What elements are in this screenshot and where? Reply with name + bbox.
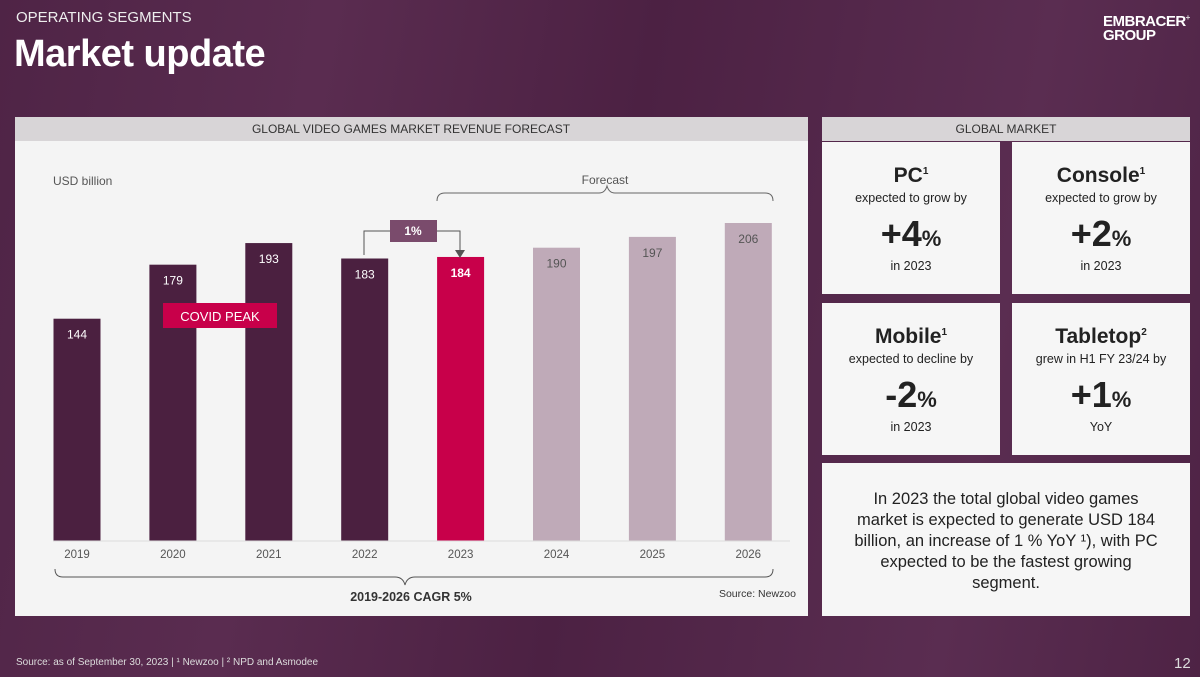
market-card-mobile: Mobile1 expected to decline by -2% in 20… <box>822 303 1000 455</box>
card-footnote: in 2023 <box>890 259 932 273</box>
x-tick-label: 2021 <box>256 549 282 561</box>
card-footnote: YoY <box>1089 420 1113 434</box>
card-value-number: -2 <box>885 374 918 415</box>
bar-2022 <box>341 258 389 541</box>
forecast-label: Forecast <box>582 173 629 187</box>
card-title: Tabletop2 <box>1012 325 1190 349</box>
card-value-unit: % <box>921 226 942 251</box>
summary-text: In 2023 the total global video games mar… <box>822 463 1190 616</box>
global-market-header: GLOBAL MARKET <box>822 117 1190 141</box>
section-label: OPERATING SEGMENTS <box>16 9 192 26</box>
card-value-unit: % <box>1111 226 1132 251</box>
bar-2021 <box>245 243 293 541</box>
chart-panel: GLOBAL VIDEO GAMES MARKET REVENUE FORECA… <box>15 117 808 616</box>
global-market-title: GLOBAL MARKET <box>822 117 1190 141</box>
bar-chart: GLOBAL VIDEO GAMES MARKET REVENUE FORECA… <box>15 117 808 604</box>
cagr-label: 2019-2026 CAGR 5% <box>350 590 472 604</box>
market-card-console: Console1 expected to grow by +2% in 2023 <box>1012 142 1190 294</box>
card-segment: Mobile <box>874 325 942 348</box>
page-number: 12 <box>1174 655 1191 672</box>
bar-value-label: 206 <box>738 232 758 246</box>
bar-value-label: 190 <box>546 257 566 271</box>
chart-title: GLOBAL VIDEO GAMES MARKET REVENUE FORECA… <box>252 122 571 136</box>
card-subtitle: expected to grow by <box>1045 191 1157 205</box>
bar-2024 <box>533 247 580 541</box>
card-subtitle: grew in H1 FY 23/24 by <box>1035 352 1167 366</box>
card-footnote: in 2023 <box>890 420 932 434</box>
bar-2026 <box>724 223 772 541</box>
footnote-ref: 1 <box>922 166 929 177</box>
market-card-tabletop: Tabletop2 grew in H1 FY 23/24 by +1% YoY <box>1012 303 1190 455</box>
growth-badge-text: 1% <box>404 224 422 238</box>
x-tick-label: 2024 <box>544 549 570 561</box>
card-value-number: +2 <box>1070 213 1112 254</box>
x-tick-label: 2019 <box>64 549 90 561</box>
y-axis-label: USD billion <box>53 174 112 188</box>
bar-2023 <box>437 256 485 541</box>
card-segment: Tabletop <box>1055 325 1142 348</box>
market-card-pc: PC1 expected to grow by +4% in 2023 <box>822 142 1000 294</box>
bar-value-label: 197 <box>642 246 662 260</box>
bar-value-label: 183 <box>355 268 375 282</box>
covid-peak-text: COVID PEAK <box>180 309 260 324</box>
bar-value-label: 193 <box>259 252 279 266</box>
footer-source: Source: as of September 30, 2023 | ¹ New… <box>16 657 319 668</box>
bar-value-label: 184 <box>451 266 471 280</box>
bar-value-label: 179 <box>163 274 183 288</box>
card-value: +4% <box>822 213 1000 255</box>
footnote-ref: 1 <box>1139 166 1146 177</box>
x-tick-label: 2020 <box>160 549 186 561</box>
x-tick-label: 2023 <box>448 549 474 561</box>
footnote-ref: 1 <box>941 327 948 338</box>
card-title: Console1 <box>1012 164 1190 188</box>
arrow-icon <box>455 250 465 258</box>
card-title: PC1 <box>822 164 1000 188</box>
card-value: +1% <box>1012 374 1190 416</box>
card-value-number: +4 <box>880 213 922 254</box>
card-value: +2% <box>1012 213 1190 255</box>
card-segment: PC <box>893 164 923 187</box>
embracer-logo: EMBRACER+ GROUP <box>1103 13 1190 44</box>
growth-connector <box>363 230 461 255</box>
card-value: -2% <box>822 374 1000 416</box>
x-tick-label: 2025 <box>640 549 666 561</box>
card-value-unit: % <box>1111 387 1132 412</box>
card-subtitle: expected to decline by <box>848 352 974 366</box>
chart-source: Source: Newzoo <box>719 588 796 600</box>
bar-2025 <box>628 236 676 542</box>
growth-badge <box>390 220 437 242</box>
card-footnote: in 2023 <box>1080 259 1122 273</box>
bar-value-label: 144 <box>67 328 87 342</box>
card-subtitle: expected to grow by <box>855 191 967 205</box>
bar-2019 <box>53 318 101 541</box>
footnote-ref: 2 <box>1141 327 1147 338</box>
cagr-brace <box>54 568 774 586</box>
card-value-unit: % <box>917 387 937 412</box>
page-title: Market update <box>14 33 266 75</box>
covid-peak-badge <box>163 303 277 328</box>
card-segment: Console <box>1056 164 1140 187</box>
x-tick-label: 2022 <box>352 549 378 561</box>
forecast-brace <box>436 184 774 202</box>
card-title: Mobile1 <box>822 325 1000 349</box>
card-value-number: +1 <box>1070 374 1112 415</box>
x-tick-label: 2026 <box>736 549 762 561</box>
